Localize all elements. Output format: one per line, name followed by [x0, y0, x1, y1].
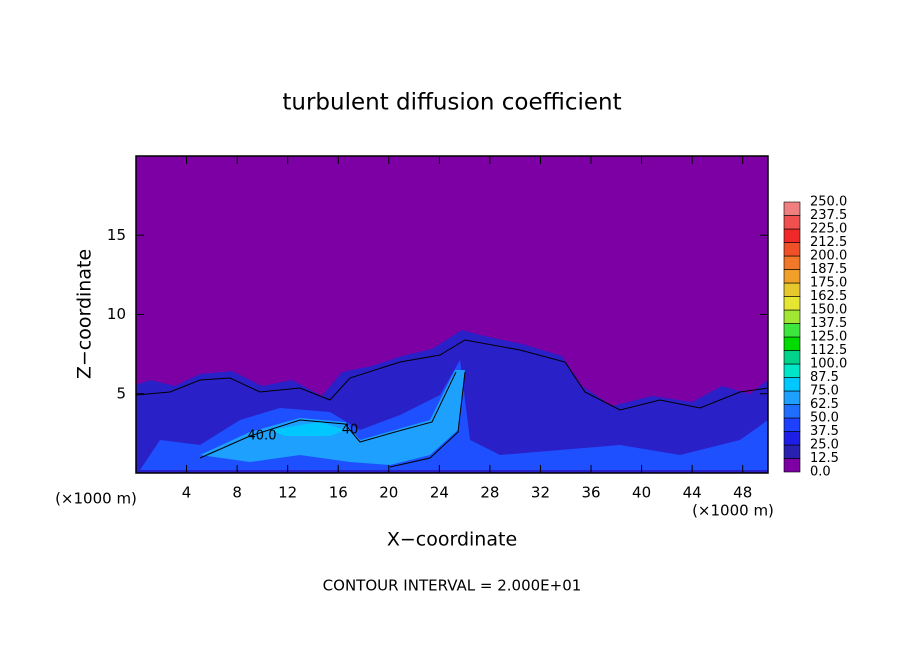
x-tick-label: 40: [632, 484, 651, 502]
colorbar-label: 225.0: [810, 222, 847, 237]
colorbar-label: 62.5: [810, 397, 839, 412]
contour-interval: CONTOUR INTERVAL = 2.000E+01: [323, 577, 582, 595]
colorbar-box: [783, 417, 801, 432]
colorbar-label: 250.0: [810, 195, 847, 210]
colorbar-box: [783, 390, 801, 405]
contour-field: [135, 156, 769, 473]
x-unit-label: (×1000 m): [55, 490, 137, 508]
colorbar-label: 212.5: [810, 235, 847, 250]
x-tick-label: 4: [182, 484, 192, 502]
colorbar-box: [783, 269, 801, 284]
colorbar-label: 137.5: [810, 316, 847, 331]
colorbar-box: [783, 404, 801, 419]
colorbar-label: 0.0: [810, 465, 831, 480]
colorbar-box: [783, 215, 801, 230]
x-tick-label: 44: [683, 484, 702, 502]
colorbar-label: 100.0: [810, 357, 847, 372]
x-tick-label: 48: [733, 484, 752, 502]
colorbar-box: [783, 242, 801, 257]
colorbar-box: [783, 309, 801, 324]
x-tick-label: 12: [278, 484, 297, 502]
colorbar-label: 12.5: [810, 451, 839, 466]
x-tick-label: 16: [329, 484, 348, 502]
chart-title: turbulent diffusion coefficient: [282, 90, 621, 116]
colorbar-label: 150.0: [810, 303, 847, 318]
colorbar-label: 112.5: [810, 343, 847, 358]
colorbar-box: [783, 282, 801, 297]
colorbar-label: 187.5: [810, 262, 847, 277]
colorbar-label: 125.0: [810, 330, 847, 345]
colorbar-box: [783, 350, 801, 365]
contour-label: 40.0: [248, 429, 277, 444]
colorbar-label: 162.5: [810, 289, 847, 304]
colorbar-box: [783, 323, 801, 338]
colorbar-label: 87.5: [810, 370, 839, 385]
colorbar-box: [783, 363, 801, 378]
x-unit-label: (×1000 m): [692, 502, 774, 520]
y-tick-label: 10: [107, 305, 126, 323]
x-tick-label: 36: [581, 484, 600, 502]
colorbar-label: 37.5: [810, 424, 839, 439]
colorbar-label: 200.0: [810, 249, 847, 264]
x-tick-label: 32: [531, 484, 550, 502]
colorbar-label: 175.0: [810, 276, 847, 291]
x-tick-label: 20: [379, 484, 398, 502]
y-tick-label: 15: [107, 226, 126, 244]
colorbar-box: [783, 228, 801, 243]
contour-label: 40: [342, 423, 359, 438]
colorbar-label: 25.0: [810, 438, 839, 453]
x-tick-label: 8: [232, 484, 242, 502]
colorbar-box: [783, 201, 801, 216]
colorbar-box: [783, 255, 801, 270]
colorbar-box: [783, 444, 801, 459]
colorbar-label: 50.0: [810, 411, 839, 426]
colorbar-box: [783, 377, 801, 392]
colorbar-label: 75.0: [810, 384, 839, 399]
y-tick-label: 5: [116, 384, 126, 402]
colorbar-box: [783, 296, 801, 311]
x-axis-label: X−coordinate: [387, 529, 517, 551]
y-axis-label: Z−coordinate: [74, 249, 96, 379]
x-tick-label: 28: [480, 484, 499, 502]
colorbar-box: [783, 458, 801, 473]
colorbar-box: [783, 431, 801, 446]
colorbar-label: 237.5: [810, 208, 847, 223]
x-tick-label: 24: [430, 484, 449, 502]
colorbar-box: [783, 336, 801, 351]
